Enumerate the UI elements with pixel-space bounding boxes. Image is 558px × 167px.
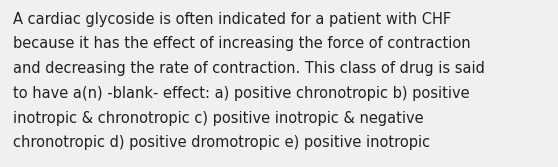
Text: chronotropic d) positive dromotropic e) positive inotropic: chronotropic d) positive dromotropic e) … (13, 135, 430, 150)
Text: A cardiac glycoside is often indicated for a patient with CHF: A cardiac glycoside is often indicated f… (13, 12, 451, 27)
Text: inotropic & chronotropic c) positive inotropic & negative: inotropic & chronotropic c) positive ino… (13, 111, 424, 126)
Text: to have a(n) -blank- effect: a) positive chronotropic b) positive: to have a(n) -blank- effect: a) positive… (13, 86, 470, 101)
Text: and decreasing the rate of contraction. This class of drug is said: and decreasing the rate of contraction. … (13, 61, 485, 76)
Text: because it has the effect of increasing the force of contraction: because it has the effect of increasing … (13, 36, 470, 51)
